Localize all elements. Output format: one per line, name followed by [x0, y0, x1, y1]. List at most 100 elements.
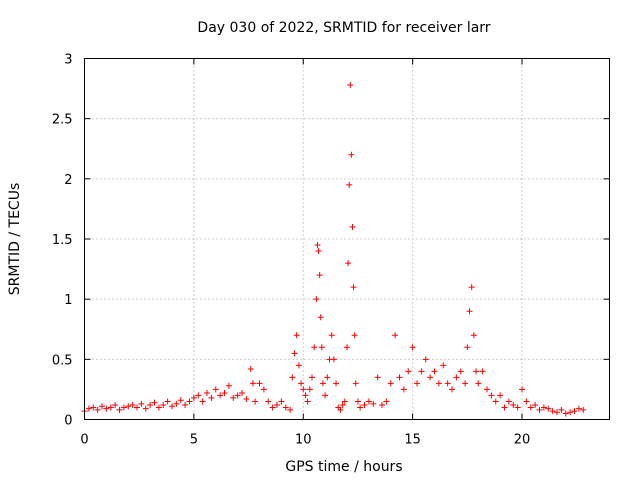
x-tick-label: 0 — [80, 433, 88, 448]
data-point — [239, 390, 245, 397]
x-tick-label: 15 — [404, 433, 421, 448]
data-point — [291, 350, 298, 357]
data-point — [125, 403, 132, 410]
data-point — [164, 398, 171, 405]
y-tick-label: 1 — [64, 293, 72, 308]
data-point — [298, 380, 305, 387]
data-point — [418, 368, 425, 375]
data-point — [580, 406, 587, 413]
data-point — [347, 81, 354, 88]
data-point — [405, 368, 412, 375]
data-point — [350, 284, 357, 291]
data-point — [464, 344, 471, 351]
data-point — [155, 404, 162, 411]
data-point — [328, 332, 335, 339]
grid-lines — [84, 58, 610, 420]
data-point — [304, 398, 311, 405]
data-point — [316, 272, 323, 279]
data-point — [345, 260, 352, 267]
data-point — [309, 374, 315, 381]
data-point — [519, 386, 525, 393]
data-point — [256, 380, 263, 387]
data-point — [314, 242, 321, 249]
data-point — [545, 405, 552, 412]
data-point — [554, 409, 560, 416]
data-point — [317, 314, 324, 321]
data-point — [85, 405, 92, 412]
data-point — [449, 386, 455, 393]
data-point — [484, 386, 490, 393]
data-point — [470, 332, 477, 339]
y-tick-label: 3 — [64, 53, 72, 68]
data-point — [151, 399, 158, 406]
data-point — [243, 396, 250, 403]
data-point — [354, 398, 361, 405]
y-tick-label: 1.5 — [52, 233, 73, 248]
data-points — [81, 81, 587, 417]
data-point — [497, 392, 504, 399]
data-point — [361, 402, 368, 409]
data-point — [514, 404, 521, 411]
data-point — [383, 398, 390, 405]
data-point — [339, 402, 346, 409]
data-point — [466, 308, 473, 315]
data-point — [488, 392, 495, 399]
x-axis-label: GPS time / hours — [285, 459, 402, 475]
data-point — [199, 398, 206, 405]
data-point — [540, 404, 547, 411]
y-tick-label: 2 — [64, 173, 72, 188]
data-point — [300, 386, 307, 393]
data-point — [400, 386, 407, 393]
data-point — [289, 374, 296, 381]
data-point — [492, 398, 499, 405]
y-tick-label: 0.5 — [52, 353, 73, 368]
data-point — [324, 374, 331, 381]
data-point — [134, 404, 140, 411]
data-point — [230, 394, 237, 401]
data-point — [549, 408, 556, 415]
data-point — [501, 404, 508, 411]
data-point — [365, 398, 372, 405]
data-point — [527, 404, 534, 411]
data-point — [195, 392, 202, 399]
data-point — [90, 404, 97, 411]
data-point — [160, 402, 167, 409]
data-point — [278, 398, 285, 405]
data-point — [322, 392, 329, 399]
data-point — [349, 223, 356, 230]
plot-frame — [84, 58, 610, 420]
data-point — [129, 402, 136, 409]
data-point — [94, 406, 101, 413]
data-point — [374, 374, 381, 381]
data-point — [473, 368, 480, 375]
data-point — [435, 380, 442, 387]
data-point — [318, 344, 325, 351]
data-point — [337, 406, 344, 413]
data-point — [208, 394, 215, 401]
data-point — [107, 404, 114, 411]
data-point — [346, 181, 353, 188]
data-point — [103, 405, 110, 412]
data-point — [387, 380, 394, 387]
y-tick-label: 0 — [64, 414, 72, 429]
data-point — [319, 380, 326, 387]
data-point — [204, 390, 210, 397]
data-point — [333, 380, 340, 387]
data-point — [422, 356, 429, 363]
data-point — [282, 404, 289, 411]
data-point — [177, 397, 184, 404]
data-point — [392, 332, 399, 339]
data-point — [536, 406, 543, 413]
data-point — [567, 409, 574, 416]
data-point — [169, 403, 175, 410]
data-point — [440, 362, 447, 369]
x-tick-label: 20 — [514, 433, 531, 448]
data-point — [269, 404, 276, 411]
data-point — [348, 151, 355, 158]
data-point — [571, 408, 578, 415]
data-point — [287, 406, 294, 413]
data-point — [225, 382, 232, 389]
data-point — [112, 402, 119, 409]
data-point — [396, 374, 403, 381]
axis-ticks: 0 5 10 15 20 0 0.5 1 1.5 2 2.5 3 — [52, 53, 610, 448]
